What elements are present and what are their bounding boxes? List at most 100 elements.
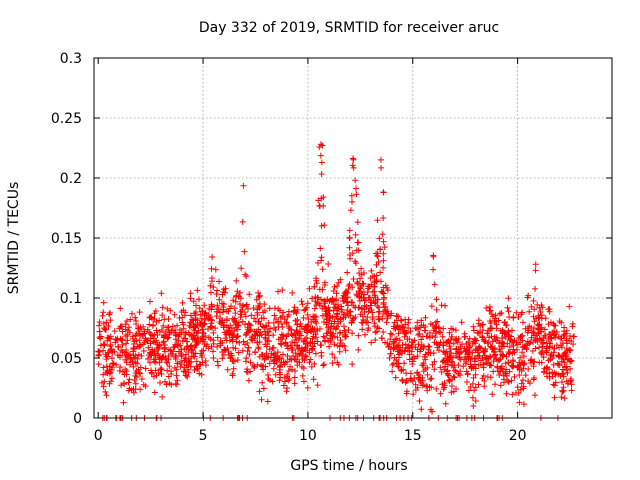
data-point: [147, 340, 154, 347]
data-point: [161, 316, 168, 323]
data-point: [445, 338, 452, 345]
data-point: [157, 379, 164, 386]
data-point: [230, 316, 237, 323]
data-point: [240, 338, 247, 345]
data-point: [131, 377, 138, 384]
data-point: [444, 367, 451, 374]
data-point: [528, 303, 535, 310]
data-point: [314, 295, 321, 302]
data-point: [201, 320, 208, 327]
data-point: [103, 319, 110, 326]
data-point: [144, 337, 151, 344]
data-point: [318, 222, 325, 229]
data-point: [403, 370, 410, 377]
data-point: [310, 313, 317, 320]
data-point: [496, 346, 503, 353]
data-point: [229, 370, 236, 377]
data-point: [219, 355, 226, 362]
data-point: [277, 374, 284, 381]
data-point: [475, 381, 482, 388]
data-point: [538, 312, 545, 319]
data-point: [444, 353, 451, 360]
data-point: [348, 320, 355, 327]
data-point: [417, 346, 424, 353]
data-point: [123, 368, 130, 375]
data-point: [171, 364, 178, 371]
data-point: [147, 313, 154, 320]
data-point: [246, 291, 253, 298]
data-point: [301, 326, 308, 333]
data-point: [552, 334, 559, 341]
data-point: [165, 334, 172, 341]
data-point: [293, 336, 300, 343]
data-point: [533, 331, 540, 338]
data-point: [352, 231, 359, 238]
data-point: [345, 302, 352, 309]
data-point: [369, 314, 376, 321]
data-point: [245, 320, 252, 327]
data-point: [555, 333, 562, 340]
data-point: [252, 349, 259, 356]
data-point: [146, 314, 153, 321]
data-point: [359, 326, 366, 333]
data-point: [313, 320, 320, 327]
data-point: [165, 373, 172, 380]
data-point: [487, 307, 494, 314]
data-point: [437, 390, 444, 397]
data-point: [280, 309, 287, 316]
data-point: [405, 347, 412, 354]
data-point: [178, 353, 185, 360]
data-point: [522, 342, 529, 349]
data-point: [534, 301, 541, 308]
data-point: [137, 342, 144, 349]
data-point: [433, 306, 440, 313]
data-point: [416, 330, 423, 337]
data-point: [134, 343, 141, 350]
data-point: [432, 328, 439, 335]
data-point: [552, 322, 559, 329]
data-point: [108, 346, 115, 353]
data-point: [368, 307, 375, 314]
data-point: [265, 319, 272, 326]
data-point: [100, 347, 107, 354]
data-point: [334, 359, 341, 366]
data-point: [471, 387, 478, 394]
data-point: [540, 339, 547, 346]
data-point: [368, 267, 375, 274]
data-point: [159, 353, 166, 360]
data-point: [380, 250, 387, 257]
data-point: [358, 305, 365, 312]
data-point: [137, 324, 144, 331]
data-point: [466, 335, 473, 342]
data-point: [506, 368, 513, 375]
data-point: [286, 375, 293, 382]
data-point: [376, 308, 383, 315]
data-point: [447, 345, 454, 352]
data-point: [372, 329, 379, 336]
data-point: [357, 275, 364, 282]
data-point: [101, 342, 108, 349]
data-point: [315, 197, 322, 204]
data-point: [103, 392, 110, 399]
data-point: [243, 273, 250, 280]
data-point: [219, 300, 226, 307]
data-point: [208, 343, 215, 350]
data-point: [283, 388, 290, 395]
data-point: [292, 368, 299, 375]
data-point: [207, 282, 214, 289]
data-point: [485, 327, 492, 334]
data-point: [234, 288, 241, 295]
data-point: [104, 334, 111, 341]
data-point: [470, 327, 477, 334]
data-point: [236, 289, 243, 296]
data-point: [250, 305, 257, 312]
data-point: [361, 331, 368, 338]
data-point: [329, 314, 336, 321]
data-point: [274, 352, 281, 359]
data-point: [314, 338, 321, 345]
data-point: [355, 287, 362, 294]
data-point: [229, 315, 236, 322]
x-axis-label: GPS time / hours: [290, 458, 407, 474]
data-point: [549, 355, 556, 362]
data-point: [437, 364, 444, 371]
